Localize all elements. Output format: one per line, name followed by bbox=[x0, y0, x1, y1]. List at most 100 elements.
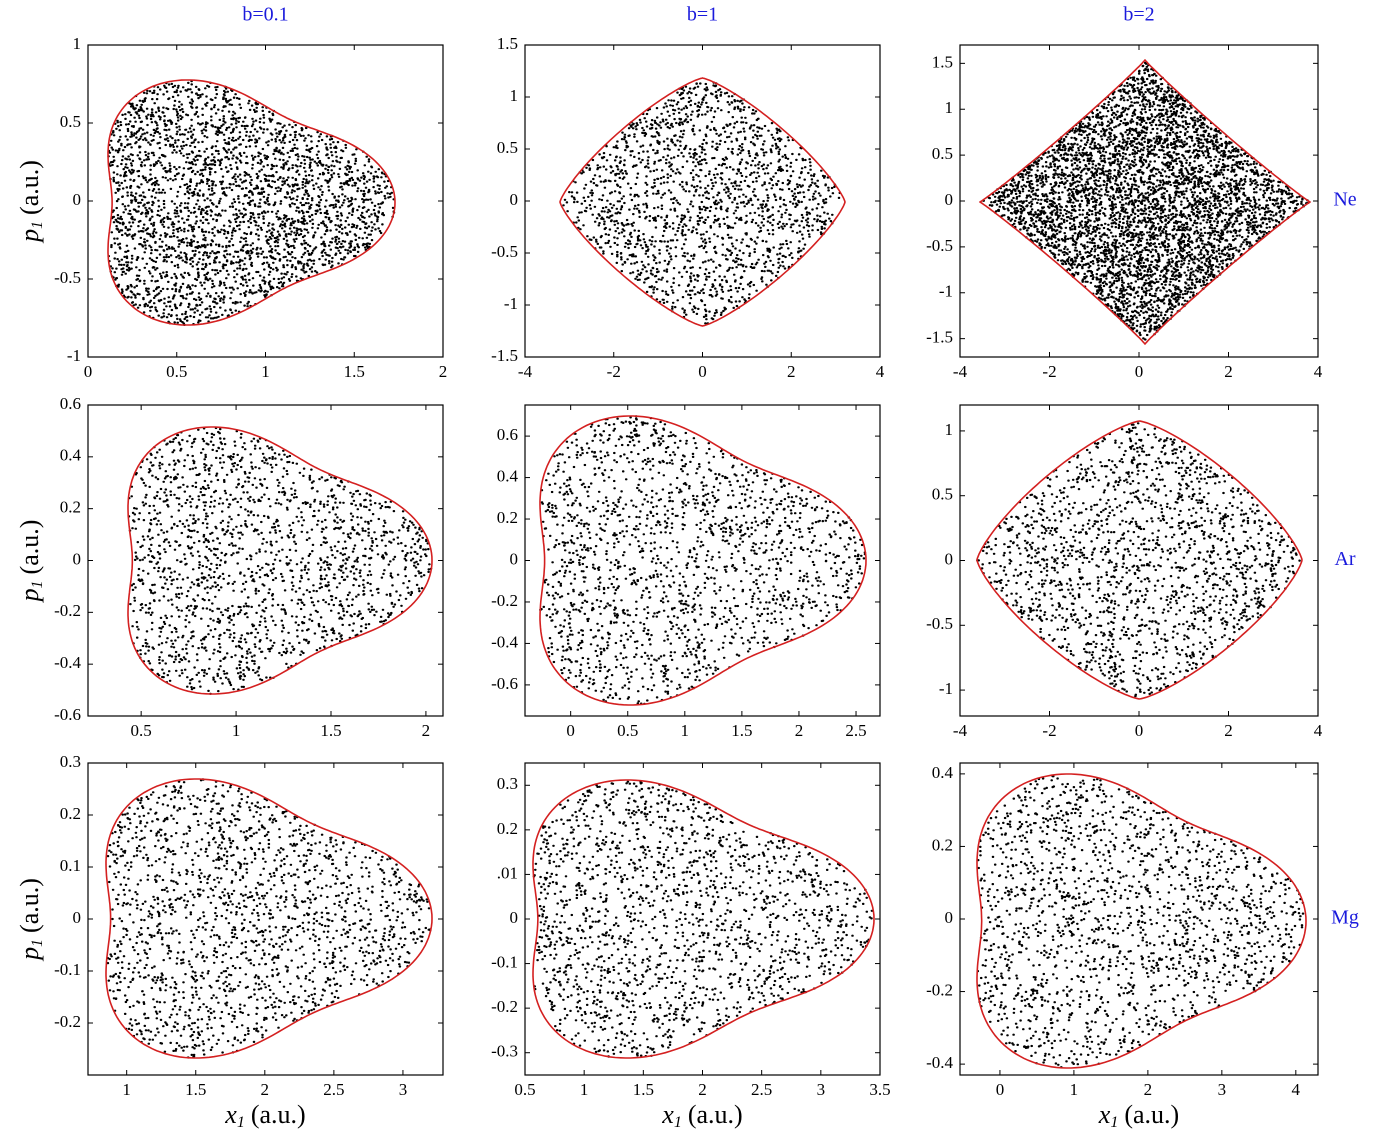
y-tick-label: -1 bbox=[939, 282, 953, 301]
y-tick-label: 0 bbox=[73, 908, 82, 927]
x-tick-label: 2 bbox=[1224, 721, 1233, 740]
x-tick-label: 0.5 bbox=[131, 721, 152, 740]
x-tick-label: 0.5 bbox=[514, 1080, 535, 1099]
boundary-curve bbox=[532, 779, 875, 1059]
y-tick-label: 0.6 bbox=[60, 394, 81, 413]
x-axis-label-subscript: 1 bbox=[1110, 1114, 1118, 1131]
y-tick-label: 1.5 bbox=[932, 52, 953, 71]
panel: -4 -2 0 2 4 -1.5 -1 -0.5 0 0.5 1 1.5 bbox=[926, 44, 1323, 381]
y-axis-label-unit: (a.u.) bbox=[15, 520, 44, 575]
y-tick-label: -0.2 bbox=[54, 601, 81, 620]
x-tick-label: 1 bbox=[681, 721, 690, 740]
panel: 0 0.5 1 1.5 2 -1 -0.5 0 0.5 1 bbox=[54, 34, 447, 381]
y-tick-label: 1 bbox=[945, 98, 954, 117]
y-tick-label: -0.5 bbox=[926, 614, 953, 633]
x-tick-label: 4 bbox=[876, 362, 885, 381]
y-tick-label: 0.1 bbox=[60, 856, 81, 875]
boundary-curve bbox=[976, 420, 1303, 700]
x-tick-label: -2 bbox=[1042, 362, 1056, 381]
x-tick-label: 2.5 bbox=[323, 1080, 344, 1099]
y-tick-label: -0.6 bbox=[54, 705, 81, 724]
x-tick-label: 2 bbox=[1144, 1080, 1153, 1099]
y-axis-label-symbol: p bbox=[15, 229, 44, 244]
x-tick-label: 2 bbox=[261, 1080, 270, 1099]
y-tick-label: 0.5 bbox=[932, 144, 953, 163]
y-tick-label: -0.3 bbox=[491, 1042, 518, 1061]
point-texture bbox=[976, 774, 1305, 1069]
y-tick-label: 0 bbox=[73, 190, 82, 209]
y-tick-label: -1 bbox=[504, 294, 518, 313]
point-texture bbox=[982, 61, 1310, 341]
row-label: Mg bbox=[1331, 907, 1359, 929]
x-tick-label: 2 bbox=[795, 721, 804, 740]
x-tick-label: 0 bbox=[1135, 721, 1144, 740]
y-tick-label: 1 bbox=[73, 34, 82, 53]
panel: 0 0.5 1 1.5 2 2.5 -0.6 -0.4 -0.2 0 0.2 0.4 0.6 bbox=[491, 404, 881, 740]
y-tick-label: -0.1 bbox=[491, 952, 518, 971]
y-tick-label: 0.2 bbox=[60, 498, 81, 517]
x-tick-label: 3 bbox=[399, 1080, 408, 1099]
boundary-curve bbox=[105, 778, 433, 1059]
point-texture bbox=[539, 415, 867, 705]
x-tick-label: 1.5 bbox=[320, 721, 341, 740]
y-tick-label: -0.2 bbox=[491, 591, 518, 610]
y-axis-label-unit: (a.u.) bbox=[15, 878, 44, 933]
x-axis-label-symbol: x bbox=[1098, 1100, 1111, 1129]
y-tick-label: -0.4 bbox=[54, 653, 81, 672]
point-texture bbox=[562, 81, 842, 325]
panel: 1 1.5 2 2.5 3 -0.2 -0.1 0 0.1 0.2 0.3 bbox=[54, 752, 444, 1099]
y-axis-label-symbol: p bbox=[15, 947, 44, 962]
y-tick-label: 0.5 bbox=[60, 112, 81, 131]
y-tick-label: -0.5 bbox=[54, 268, 81, 287]
y-tick-label: -1 bbox=[939, 679, 953, 698]
boundary-curve bbox=[107, 79, 396, 326]
boundary-curve bbox=[127, 426, 433, 695]
boundary-curve bbox=[978, 58, 1312, 346]
y-tick-label: 0.3 bbox=[497, 774, 518, 793]
x-tick-label: 0 bbox=[84, 362, 93, 381]
y-tick-label: 0.5 bbox=[497, 138, 518, 157]
x-tick-label: 3.5 bbox=[869, 1080, 890, 1099]
x-tick-label: 1 bbox=[261, 362, 270, 381]
x-tick-label: 1 bbox=[232, 721, 241, 740]
y-tick-label: 0.2 bbox=[497, 508, 518, 527]
y-tick-label: -0.1 bbox=[54, 960, 81, 979]
x-tick-label: 1.5 bbox=[731, 721, 752, 740]
y-axis-label-unit: (a.u.) bbox=[15, 160, 44, 215]
y-tick-label: -0.2 bbox=[491, 997, 518, 1016]
x-tick-label: -4 bbox=[953, 721, 968, 740]
y-tick-label: -0.5 bbox=[926, 236, 953, 255]
point-texture bbox=[127, 426, 433, 695]
panel: 0.5 1 1.5 2 -0.6 -0.4 -0.2 0 0.2 0.4 0.6 bbox=[54, 394, 444, 740]
axes-frame bbox=[524, 44, 881, 358]
y-tick-label: -0.6 bbox=[491, 674, 518, 693]
x-axis-label: x1 (a.u.) bbox=[224, 1100, 305, 1131]
x-axis-label-subscript: 1 bbox=[237, 1114, 245, 1131]
x-tick-label: 3 bbox=[1218, 1080, 1227, 1099]
y-tick-label: -1 bbox=[67, 346, 81, 365]
x-tick-label: 2 bbox=[439, 362, 448, 381]
x-axis-label-symbol: x bbox=[661, 1100, 674, 1129]
y-tick-label: 0.4 bbox=[932, 763, 954, 782]
y-tick-label: -1.5 bbox=[926, 328, 953, 347]
x-axis-label: x1 (a.u.) bbox=[661, 1100, 742, 1131]
y-axis-label-subscript: 1 bbox=[29, 939, 46, 947]
y-tick-label: 0.2 bbox=[497, 819, 518, 838]
boundary-curve bbox=[539, 415, 867, 706]
x-tick-label: -2 bbox=[1042, 721, 1056, 740]
boundary-curve bbox=[559, 77, 846, 327]
column-title: b=0.1 bbox=[242, 4, 288, 26]
y-tick-label: 0.4 bbox=[497, 466, 519, 485]
panel: 0 1 2 3 4 -0.4 -0.2 0 0.2 0.4 bbox=[926, 762, 1319, 1099]
panel: 0.5 1 1.5 2 2.5 3 3.5 -0.3 -0.2 -0.1 0 .01 0.2 0.3 bbox=[491, 762, 891, 1099]
column-title: b=1 bbox=[687, 4, 718, 26]
y-tick-label: 1.5 bbox=[497, 34, 518, 53]
y-axis-label-subscript: 1 bbox=[29, 221, 46, 229]
x-axis-label-unit: (a.u.) bbox=[1124, 1100, 1179, 1129]
x-tick-label: 0 bbox=[698, 362, 707, 381]
x-axis-label-unit: (a.u.) bbox=[251, 1100, 306, 1129]
y-tick-label: 0 bbox=[73, 549, 82, 568]
y-tick-label: -0.5 bbox=[491, 242, 518, 261]
y-tick-label: -1.5 bbox=[491, 346, 518, 365]
x-tick-label: 2 bbox=[787, 362, 796, 381]
